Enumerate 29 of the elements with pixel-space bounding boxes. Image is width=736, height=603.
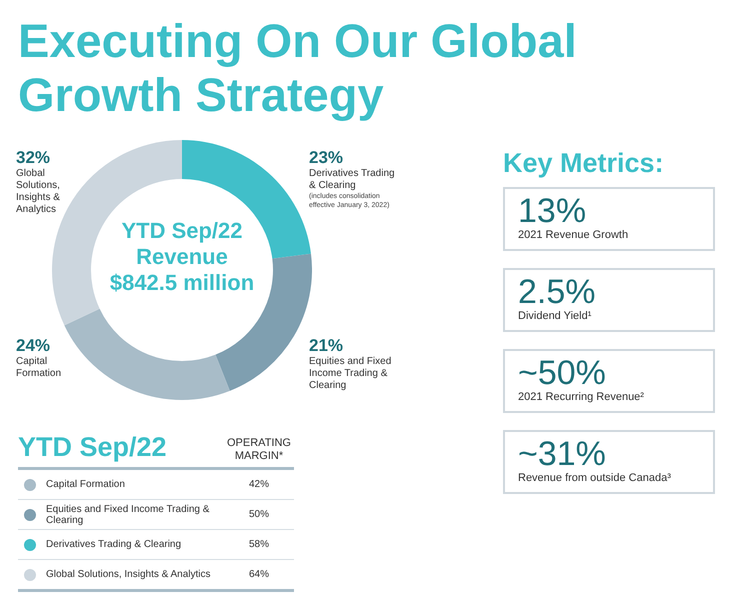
text: 2021 Recurring Revenue² (518, 391, 645, 403)
category-label: Global Solutions, Insights & Analytics (46, 569, 212, 580)
text: Dividend Yield¹ (518, 310, 592, 322)
text: 2021 Revenue Growth (518, 229, 630, 241)
text: 50% (248, 509, 269, 520)
text: Revenue from outside Canada³ (518, 472, 672, 484)
category-label: Derivatives Trading & Clearing (46, 539, 182, 550)
category-label: Equities and Fixed Income Trading & Clearing (46, 504, 210, 526)
slice-label: Global Solutions, Insights & Analytics (16, 168, 61, 216)
category-label: Capital Formation (46, 479, 126, 490)
text: 13% (518, 192, 588, 230)
data-label: 32% (16, 148, 52, 168)
slice-label: Equities and Fixed Income Trading & Clearing (309, 356, 392, 392)
data-label: 21% (309, 336, 344, 356)
data-label: 24% (16, 336, 52, 356)
text: 58% (248, 539, 269, 550)
text: YTD Sep/22 (18, 432, 167, 463)
text: YTD Sep/22 Revenue $842.5 million (108, 218, 256, 296)
text: 2.5% (518, 273, 596, 311)
text: ~50% (518, 354, 607, 392)
data-label: 23% (309, 148, 344, 168)
text: OPERATING MARGIN* (226, 437, 292, 463)
chart-title: Executing On Our Global Growth Strategy (18, 14, 578, 122)
text: 42% (248, 479, 269, 490)
slice-label: Derivatives Trading & Clearing (309, 168, 396, 192)
text: 64% (248, 569, 269, 580)
text: ~31% (518, 435, 607, 473)
text: Key Metrics: (503, 148, 665, 179)
slice-label: Capital Formation (16, 356, 62, 380)
